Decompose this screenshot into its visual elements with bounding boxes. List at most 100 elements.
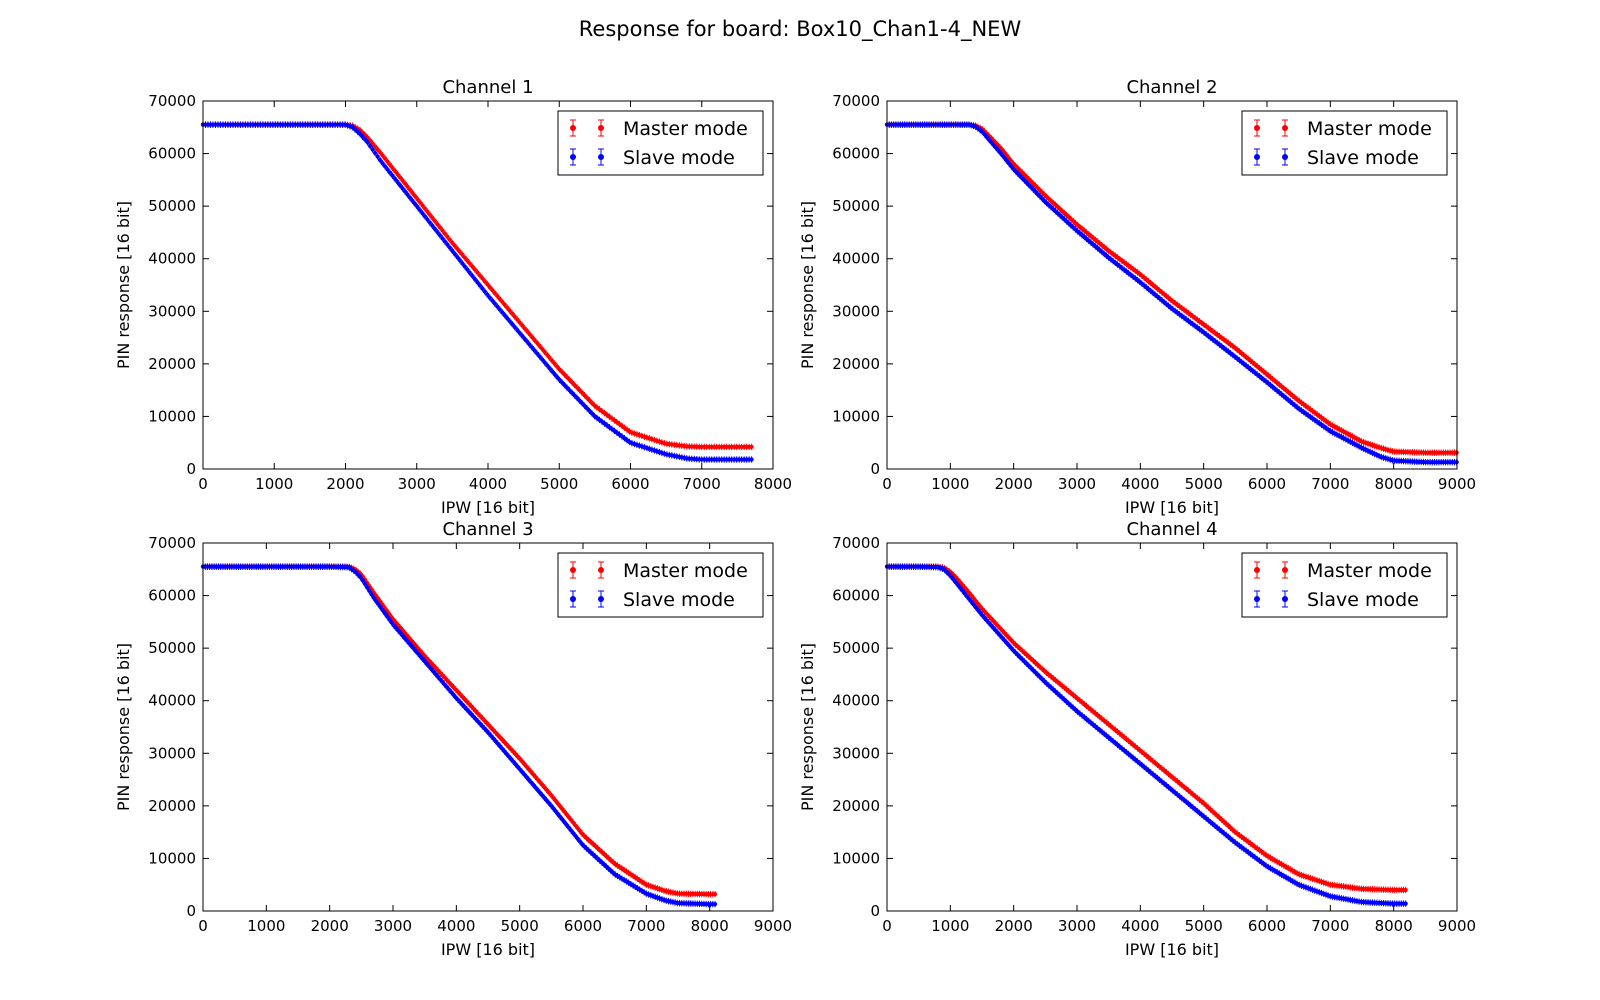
- data-point: [527, 332, 532, 337]
- legend-marker: [1254, 567, 1260, 573]
- data-point: [510, 322, 515, 327]
- x-tick-label: 6000: [611, 475, 649, 493]
- subplot-channel-2: Channel 2 0 1000 2000 3000 4000 5000 6000 7000 80…: [798, 77, 1476, 517]
- data-point: [532, 348, 537, 353]
- subplots-container: Channel 1 0 1000 2000 3000 4000 5000 6000 7000 80…: [114, 77, 1476, 959]
- data-point: [562, 372, 567, 377]
- legend-marker: [1282, 154, 1288, 160]
- y-tick-label: 50000: [148, 197, 196, 215]
- legend-marker: [1282, 125, 1288, 131]
- data-point: [400, 186, 405, 191]
- data-point: [377, 150, 383, 155]
- data-point: [447, 237, 452, 242]
- data-point: [517, 330, 522, 336]
- data-point: [555, 364, 560, 369]
- data-point: [485, 282, 490, 287]
- data-point: [582, 393, 587, 398]
- data-point: [497, 307, 502, 312]
- y-axis: 0 10000 20000 30000 40000 50000 60000 70000: [148, 534, 773, 920]
- data-point: [367, 588, 372, 593]
- x-tick-label: 1000: [931, 917, 969, 935]
- data-point: [397, 175, 403, 180]
- data-point: [507, 319, 512, 324]
- y-tick-label: 70000: [148, 534, 196, 552]
- data-point: [470, 273, 475, 278]
- data-point: [440, 228, 445, 233]
- x-axis-label: IPW [16 bit]: [441, 498, 535, 517]
- data-point: [480, 276, 485, 281]
- data-point: [380, 153, 385, 158]
- data-point: [749, 444, 754, 450]
- data-point: [545, 363, 550, 368]
- data-point: [1403, 887, 1408, 893]
- data-point: [410, 190, 415, 195]
- y-tick-label: 60000: [832, 587, 880, 605]
- x-tick-label: 8000: [754, 475, 792, 493]
- data-point: [522, 336, 527, 341]
- data-point: [530, 345, 535, 350]
- data-point: [587, 398, 592, 403]
- data-point: [378, 604, 383, 610]
- data-point: [535, 340, 540, 346]
- data-point: [525, 329, 530, 334]
- data-point: [577, 387, 582, 393]
- data-point: [380, 161, 385, 166]
- data-point: [407, 187, 413, 192]
- data-point: [712, 902, 718, 907]
- x-tick-label: 1000: [255, 475, 293, 493]
- legend-item-slave: Slave mode: [1254, 589, 1419, 611]
- series-slave: [884, 121, 1459, 466]
- data-point: [373, 598, 378, 603]
- data-point: [417, 208, 423, 213]
- data-point: [475, 280, 480, 285]
- data-point: [525, 339, 530, 344]
- data-point: [390, 165, 395, 170]
- y-tick-label: 30000: [832, 744, 880, 762]
- legend-marker: [570, 125, 576, 131]
- legend-item-slave: Slave mode: [570, 147, 735, 169]
- plot-frame: [202, 542, 774, 912]
- data-point: [425, 217, 430, 222]
- legend-label: Slave mode: [1307, 589, 1419, 611]
- legend-marker: [598, 596, 604, 602]
- y-tick-label: 40000: [148, 250, 196, 268]
- x-axis: 0 1000 2000 3000 4000 5000 6000 7000 8000 9000: [882, 101, 1476, 493]
- data-point: [437, 225, 443, 230]
- data-point: [420, 211, 425, 216]
- legend-label: Master mode: [1307, 118, 1432, 140]
- data-point: [447, 245, 452, 250]
- data-point: [574, 385, 580, 390]
- figure-title: Response for board: Box10_Chan1-4_NEW: [579, 17, 1022, 42]
- y-tick-label: 70000: [832, 534, 880, 552]
- data-point: [537, 343, 542, 349]
- plot-frame: [886, 542, 1458, 912]
- series-slave: [200, 563, 718, 908]
- data-point: [460, 252, 465, 257]
- x-tick-label: 8000: [1375, 475, 1413, 493]
- legend-marker: [570, 567, 576, 573]
- data-point: [395, 172, 400, 177]
- legend-marker: [1254, 596, 1260, 602]
- y-tick-label: 70000: [148, 92, 196, 110]
- x-tick-label: 1000: [931, 475, 969, 493]
- data-point: [749, 457, 754, 462]
- legend-marker: [598, 154, 604, 160]
- y-tick-label: 60000: [832, 145, 880, 163]
- x-tick-label: 8000: [1375, 917, 1413, 935]
- data-point: [410, 198, 415, 203]
- data-point: [367, 143, 373, 149]
- data-point: [540, 357, 545, 362]
- data-point: [577, 398, 582, 403]
- data-point: [387, 170, 393, 175]
- data-point: [712, 892, 718, 897]
- data-point: [465, 258, 470, 263]
- x-tick-label: 0: [882, 917, 892, 935]
- data-point: [572, 382, 577, 388]
- data-point: [505, 316, 510, 321]
- data-point: [567, 377, 572, 382]
- y-tick-label: 10000: [832, 849, 880, 867]
- data-point: [452, 251, 457, 257]
- data-point: [415, 204, 420, 210]
- data-points: [200, 563, 718, 908]
